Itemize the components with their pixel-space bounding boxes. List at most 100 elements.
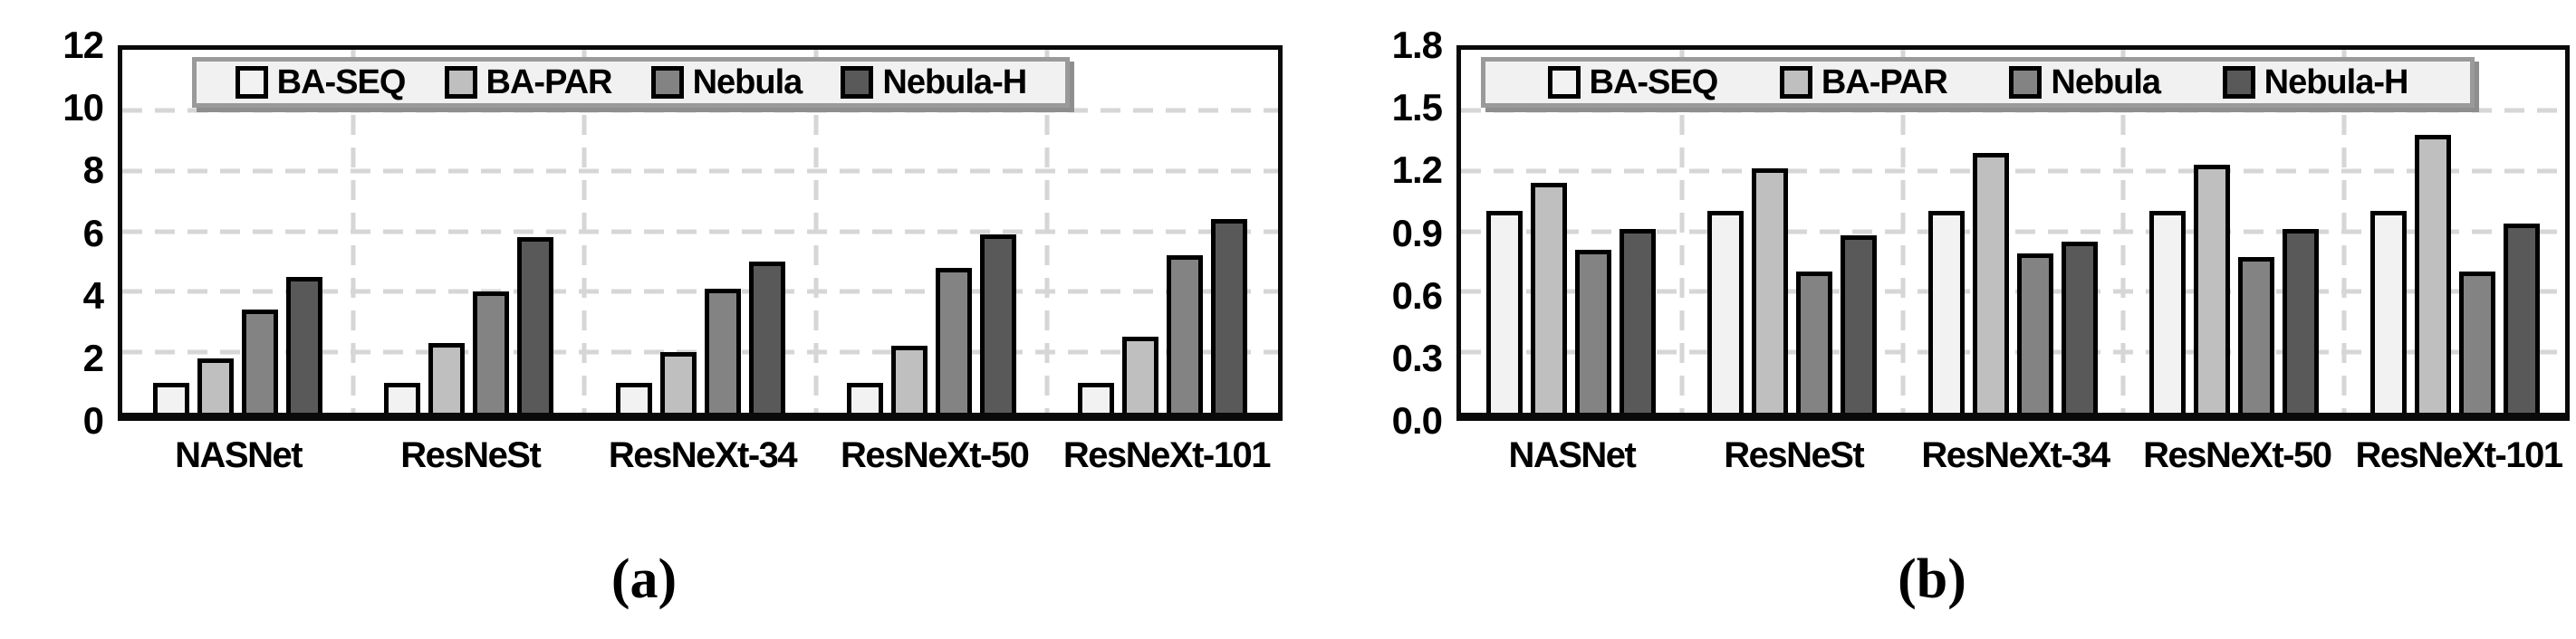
legend-a: BA-SEQ BA-PAR Nebula Nebula-H bbox=[191, 57, 1071, 108]
legend-swatch-icon bbox=[841, 66, 874, 99]
bar-group-resnext-34 bbox=[584, 50, 815, 413]
chart-panel-b: 0.0 0.3 0.6 0.9 1.2 1.5 1.8 BA-SEQ BA-PAR Nebula… bbox=[1288, 0, 2576, 639]
gridline-horizontal bbox=[122, 229, 1278, 234]
x-axis-labels-a: NASNet ResNeSt ResNeXt-34 ResNeXt-50 ResNeXt… bbox=[122, 435, 1283, 479]
gridline-horizontal bbox=[122, 349, 1278, 355]
bar-ba-par-resnest bbox=[428, 343, 466, 413]
y-tick-label: 4 bbox=[82, 273, 104, 317]
bar-nebula-resnest bbox=[1796, 272, 1833, 413]
bar-ba-seq-resnext-50 bbox=[846, 382, 883, 413]
bar-nebula-h-nasnet bbox=[1620, 229, 1657, 413]
bar-nebula-resnest bbox=[473, 291, 510, 413]
legend-swatch-icon bbox=[650, 66, 684, 99]
bar-group-resnext-101 bbox=[1047, 50, 1278, 413]
bar-nebula-resnext-34 bbox=[2016, 253, 2053, 413]
legend-item-ba-par: BA-PAR bbox=[444, 63, 613, 101]
x-axis-label-resnest: ResNeSt bbox=[400, 435, 542, 475]
bar-nebula-h-resnext-34 bbox=[2061, 241, 2098, 413]
legend-swatch-icon bbox=[444, 66, 477, 99]
bar-ba-seq-resnext-34 bbox=[615, 382, 652, 413]
y-tick-label: 6 bbox=[82, 211, 104, 254]
x-axis-label-resnext-50: ResNeXt-50 bbox=[2143, 435, 2332, 475]
bar-ba-par-resnext-101 bbox=[2414, 134, 2451, 413]
gridline-vertical bbox=[1900, 50, 1906, 413]
gridline-vertical bbox=[351, 50, 356, 413]
bar-ba-par-resnext-34 bbox=[1972, 152, 2009, 413]
bar-ba-par-nasnet bbox=[1531, 183, 1568, 413]
legend-label: Nebula bbox=[692, 63, 803, 101]
y-tick-label: 0.3 bbox=[1391, 336, 1443, 379]
bar-nebula-h-resnest bbox=[517, 237, 554, 413]
y-tick-label: 0.0 bbox=[1391, 399, 1443, 442]
bar-nebula-nasnet bbox=[1575, 249, 1612, 413]
bar-ba-seq-resnext-34 bbox=[1927, 211, 1965, 413]
y-tick-label: 0 bbox=[82, 399, 104, 442]
legend-label: BA-PAR bbox=[485, 63, 613, 101]
bar-ba-par-resnext-34 bbox=[659, 352, 697, 413]
x-axis-label-resnext-101: ResNeXt-101 bbox=[2355, 435, 2564, 475]
chart-panel-a: 0 2 4 6 8 10 12 BA-SEQ BA-PAR Nebula Nebula-H NAS… bbox=[0, 26, 1288, 610]
x-axis-label-resnext-50: ResNeXt-50 bbox=[841, 435, 1030, 475]
chart-row-a: 0 2 4 6 8 10 12 BA-SEQ BA-PAR Nebula Nebula-H bbox=[0, 26, 1288, 440]
bar-ba-par-resnext-50 bbox=[2193, 164, 2230, 413]
y-tick-label: 1.8 bbox=[1391, 24, 1443, 66]
legend-b: BA-SEQ BA-PAR Nebula Nebula-H bbox=[1480, 57, 2475, 108]
legend-item-nebula: Nebula bbox=[650, 63, 803, 101]
y-tick-label: 2 bbox=[82, 336, 104, 379]
bar-ba-seq-resnext-50 bbox=[2148, 211, 2186, 413]
bar-group-nasnet bbox=[1461, 50, 1682, 413]
bar-nebula-nasnet bbox=[242, 310, 279, 413]
plot-area-b: BA-SEQ BA-PAR Nebula Nebula-H bbox=[1456, 45, 2570, 421]
legend-swatch-icon bbox=[2222, 66, 2255, 99]
chart-row-b: 0.0 0.3 0.6 0.9 1.2 1.5 1.8 BA-SEQ BA-PAR Nebula… bbox=[1288, 26, 2576, 440]
bar-nebula-h-resnext-101 bbox=[2503, 223, 2540, 413]
gridline-vertical bbox=[582, 50, 587, 413]
gridline-vertical bbox=[2341, 50, 2347, 413]
legend-label: BA-SEQ bbox=[276, 63, 407, 101]
bar-groups-b bbox=[1461, 50, 2565, 413]
legend-item-ba-seq: BA-SEQ bbox=[235, 65, 406, 100]
legend-item-ba-par: BA-PAR bbox=[1779, 63, 1948, 101]
legend-item-nebula-h: Nebula-H bbox=[841, 65, 1027, 100]
gridline-horizontal bbox=[1461, 168, 2565, 174]
y-axis-a: 0 2 4 6 8 10 12 bbox=[0, 26, 118, 440]
x-axis-label-resnext-34: ResNeXt-34 bbox=[1921, 435, 2110, 475]
bar-group-resnext-34 bbox=[1903, 50, 2124, 413]
gridline-horizontal bbox=[1461, 229, 2565, 234]
gridline-vertical bbox=[1044, 50, 1050, 413]
bar-ba-par-resnext-50 bbox=[890, 346, 928, 413]
x-axis-label-nasnet: NASNet bbox=[1508, 435, 1636, 475]
gridline-horizontal bbox=[122, 108, 1278, 113]
bar-nebula-resnext-101 bbox=[2458, 272, 2495, 413]
legend-swatch-icon bbox=[1779, 66, 1812, 99]
bar-nebula-resnext-50 bbox=[2237, 257, 2274, 413]
gridline-vertical bbox=[1679, 50, 1685, 413]
gridline-horizontal bbox=[122, 168, 1278, 174]
bar-nebula-h-resnext-50 bbox=[979, 234, 1016, 413]
y-tick-label: 1.5 bbox=[1391, 86, 1443, 129]
gridline-vertical bbox=[2120, 50, 2126, 413]
bar-nebula-h-resnext-50 bbox=[2282, 229, 2319, 413]
caption-a: (a) bbox=[610, 548, 678, 610]
plot-area-a: BA-SEQ BA-PAR Nebula Nebula-H bbox=[118, 45, 1283, 421]
x-axis-label-nasnet: NASNet bbox=[175, 435, 303, 475]
bar-ba-par-resnest bbox=[1752, 168, 1789, 413]
y-tick-label: 12 bbox=[62, 24, 104, 66]
bar-nebula-h-resnest bbox=[1841, 234, 1878, 413]
bar-ba-par-nasnet bbox=[197, 358, 235, 413]
legend-label: BA-PAR bbox=[1821, 63, 1948, 101]
bar-group-nasnet bbox=[122, 50, 353, 413]
y-tick-label: 8 bbox=[82, 148, 104, 192]
bar-ba-par-resnext-101 bbox=[1121, 337, 1158, 413]
x-axis-labels-b: NASNet ResNeSt ResNeXt-34 ResNeXt-50 ResNeXt… bbox=[1461, 435, 2570, 479]
y-tick-label: 10 bbox=[62, 86, 104, 129]
gridline-horizontal bbox=[122, 289, 1278, 294]
y-tick-label: 0.6 bbox=[1391, 273, 1443, 317]
x-axis-label-resnest: ResNeSt bbox=[1724, 435, 1865, 475]
bar-nebula-h-resnext-101 bbox=[1210, 219, 1247, 413]
gridline-horizontal bbox=[1461, 108, 2565, 113]
caption-b: (b) bbox=[1898, 548, 1966, 610]
bar-nebula-resnext-34 bbox=[704, 289, 741, 413]
bar-group-resnext-101 bbox=[2344, 50, 2565, 413]
